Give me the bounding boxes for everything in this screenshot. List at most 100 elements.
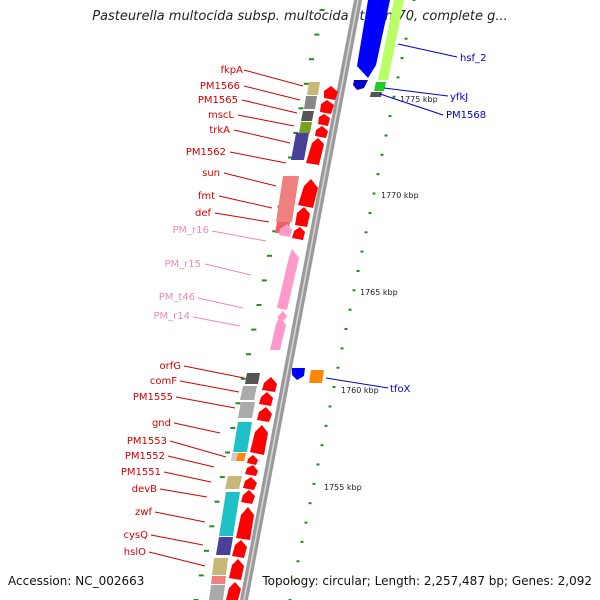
leader-hslO [148, 551, 206, 567]
gene-label-PM1566[interactable]: PM1566 [200, 81, 240, 92]
gene-label-PM1553[interactable]: PM1553 [127, 436, 167, 447]
gene-arrow-tfoX[interactable] [292, 368, 305, 380]
cog-block-PM1566 [304, 96, 317, 109]
gene-label-cysQ[interactable]: cysQ [124, 530, 149, 541]
leader-gnd [173, 422, 221, 434]
cog-block-orfG [245, 373, 260, 384]
gene-arrow-devB[interactable] [241, 490, 255, 504]
rna-arrow-PM_r16[interactable] [279, 224, 292, 237]
leader-trkA [233, 129, 291, 144]
gene-label-PM_r14[interactable]: PM_r14 [154, 311, 191, 322]
gene-arrow-yfkJ[interactable] [353, 80, 368, 90]
gene-label-PM_r16[interactable]: PM_r16 [173, 225, 210, 236]
gene-arrow-PM1551[interactable] [243, 477, 257, 490]
kbp-label-1765: 1765 kbp [360, 288, 398, 297]
gene-label-def[interactable]: def [195, 208, 212, 219]
reverse-strand-genes [292, 0, 404, 383]
cog-block-mscL [299, 122, 312, 133]
gene-label-comF[interactable]: comF [150, 376, 177, 387]
leader-devB [159, 488, 208, 498]
gene-arrow-PM1555[interactable] [257, 407, 272, 422]
outer-ring-tick [324, 424, 328, 427]
gene-block-tfoX[interactable] [309, 370, 324, 383]
gene-label-trkA[interactable]: trkA [209, 125, 230, 136]
gene-label-PM1552[interactable]: PM1552 [125, 451, 165, 462]
gene-label-tfoX[interactable]: tfoX [390, 384, 411, 395]
inner-ring-tick [214, 500, 220, 503]
gene-block-yfkJ[interactable] [374, 82, 386, 91]
gene-label-devB[interactable]: devB [132, 484, 157, 495]
outer-ring-tick [388, 115, 392, 118]
outer-ring-tick [316, 463, 320, 466]
gene-label-orfG[interactable]: orfG [160, 361, 182, 372]
outer-ring-tick [344, 328, 348, 330]
gene-arrow-zwf[interactable] [236, 507, 254, 540]
gene-arrow-next[interactable] [226, 582, 241, 600]
gene-arrow-hsf_2[interactable] [357, 0, 390, 78]
gene-label-hsf_2[interactable]: hsf_2 [460, 53, 486, 64]
outer-ring-tick [336, 366, 340, 369]
leader-def [214, 212, 270, 223]
gene-label-PM1568[interactable]: PM1568 [446, 110, 486, 121]
gene-arrow-cysQ[interactable] [232, 540, 247, 558]
gene-label-fkpA[interactable]: fkpA [221, 65, 244, 76]
kbp-label-1760: 1760 kbp [341, 386, 379, 395]
gene-label-yfkJ[interactable]: yfkJ [450, 92, 468, 103]
gene-arrow-def[interactable] [292, 227, 305, 240]
leader-PM1553 [169, 440, 227, 458]
cog-block-end [209, 585, 225, 600]
leader-PM_r15 [204, 263, 252, 276]
gene-label-zwf[interactable]: zwf [135, 507, 152, 518]
gene-arrow-sun[interactable] [298, 179, 318, 208]
kbp-scale: 1775 kbp 1770 kbp 1765 kbp 1760 kbp 1755… [324, 95, 438, 492]
gene-arrow-gnd[interactable] [250, 425, 268, 455]
gene-arrow-fkpA[interactable] [324, 86, 338, 100]
gene-block-hsf_2-light[interactable] [378, 0, 404, 80]
cog-block-devB [225, 476, 242, 489]
leader-PM1551 [163, 471, 212, 483]
gene-label-PM1562[interactable]: PM1562 [186, 147, 226, 158]
gene-label-PM_r15[interactable]: PM_r15 [165, 259, 202, 270]
gene-label-PM1555[interactable]: PM1555 [133, 392, 173, 403]
gene-label-hslO[interactable]: hslO [124, 547, 146, 558]
leader-fmt [218, 195, 273, 209]
gene-arrow-mscL[interactable] [315, 126, 328, 138]
kbp-label-1770: 1770 kbp [381, 191, 419, 200]
gene-label-mscL[interactable]: mscL [208, 110, 234, 121]
inner-ring-tick [198, 574, 204, 577]
gene-arrow-fmt[interactable] [295, 207, 310, 227]
inner-ring-tick [225, 451, 230, 454]
gene-arrow-comF[interactable] [259, 392, 273, 406]
inner-ring-tick [235, 402, 241, 405]
gene-arrow-hslO[interactable] [229, 559, 244, 580]
gene-label-gnd[interactable]: gnd [152, 418, 171, 429]
gene-arrow-PM1552[interactable] [245, 465, 258, 476]
gene-arrow-PM1565[interactable] [318, 114, 330, 126]
gene-label-PM1565[interactable]: PM1565 [198, 95, 238, 106]
right-leader-lines [325, 43, 458, 389]
gene-label-sun[interactable]: sun [202, 168, 220, 179]
leader-PM_r16 [211, 230, 267, 242]
leader-PM_r14 [192, 316, 241, 327]
gene-arrow-PM1553[interactable] [247, 455, 258, 465]
gene-label-fmt[interactable]: fmt [198, 191, 215, 202]
gene-arrow-orfG[interactable] [262, 377, 277, 392]
outer-ring-tick [352, 289, 356, 292]
inner-ring-tick [251, 328, 257, 331]
gene-label-PM_t46[interactable]: PM_t46 [159, 292, 195, 303]
gene-arrow-PM1566[interactable] [320, 100, 334, 114]
rna-arrow-PM_r14[interactable] [270, 315, 286, 350]
leader-hsf_2 [397, 43, 458, 58]
inner-ring-tick [272, 230, 278, 233]
gene-label-PM1551[interactable]: PM1551 [121, 467, 161, 478]
outer-ring-tick [368, 211, 372, 214]
gene-block-PM1568[interactable] [370, 92, 382, 97]
accession-label: Accession: NC_002663 [8, 574, 145, 588]
leader-PM1552 [167, 455, 215, 468]
leader-PM1566 [243, 85, 301, 101]
left-gene-labels: fkpA PM1566 PM1565 mscL trkA PM1562 sun … [121, 65, 243, 558]
gene-arrow-trkA[interactable] [306, 138, 324, 165]
inner-ring-tick [240, 377, 246, 380]
rna-arrow-PM_r15[interactable] [277, 249, 299, 310]
inner-ring-tick [209, 525, 215, 528]
